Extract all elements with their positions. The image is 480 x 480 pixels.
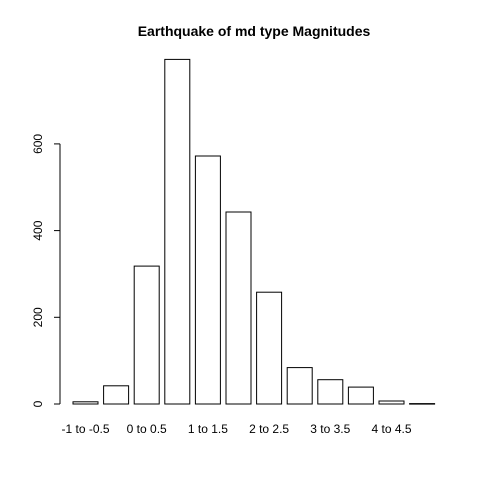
y-tick-label: 0	[31, 400, 45, 407]
x-tick-label: 3 to 3.5	[310, 422, 350, 436]
bar	[226, 212, 251, 404]
bar	[348, 387, 373, 404]
bar	[257, 292, 282, 404]
x-tick-label: 4 to 4.5	[371, 422, 411, 436]
bar	[318, 380, 343, 404]
bar	[73, 402, 98, 404]
y-tick-label: 200	[31, 307, 45, 327]
bar	[195, 156, 220, 404]
bar	[287, 368, 312, 404]
x-tick-label: 0 to 0.5	[127, 422, 167, 436]
x-tick-labels: -1 to -0.5 0 to 0.5 1 to 1.5 2 to 2.5 3 to 3…	[61, 422, 411, 436]
bar	[379, 401, 404, 404]
x-tick-label: -1 to -0.5	[61, 422, 109, 436]
bar	[165, 59, 190, 404]
bar	[410, 404, 435, 405]
y-tick-label: 400	[31, 220, 45, 240]
x-tick-label: 1 to 1.5	[188, 422, 228, 436]
chart-title: Earthquake of md type Magnitudes	[138, 23, 371, 39]
x-tick-label: 2 to 2.5	[249, 422, 289, 436]
y-tick-label: 600	[31, 134, 45, 154]
bars	[73, 59, 435, 404]
bar	[134, 266, 159, 404]
bar	[104, 386, 129, 404]
y-axis: 0 200 400 600	[31, 134, 60, 408]
